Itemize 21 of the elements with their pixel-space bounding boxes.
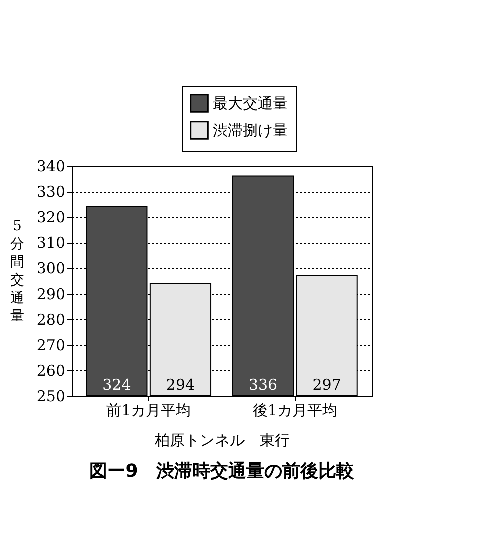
- y-tick-label: 320: [36, 208, 66, 227]
- y-tick-label: 250: [36, 388, 66, 406]
- text: 図ー9 渋滞時交通量の前後比較: [90, 461, 356, 482]
- y-tick-label: 290: [36, 285, 66, 304]
- legend-label: 渋滞捌け量: [213, 122, 288, 140]
- y-axis-title: 5分間交通量: [10, 218, 24, 324]
- x-tick-label: 前1カ月平均: [106, 402, 192, 420]
- y-tick-label: 280: [36, 310, 66, 329]
- y-tick-label: 330: [36, 183, 66, 202]
- legend-label: 最大交通量: [213, 94, 288, 112]
- y-tick-label: 340: [36, 158, 66, 176]
- data-label: 297: [312, 376, 342, 394]
- data-label: 336: [248, 376, 278, 394]
- data-label: 294: [166, 376, 196, 394]
- data-label: 324: [102, 376, 132, 394]
- y-tick-label: 310: [36, 234, 66, 252]
- x-tick-label: 後1カ月平均: [252, 402, 338, 420]
- y-tick-label: 270: [36, 336, 66, 354]
- y-tick-label: 260: [36, 362, 66, 380]
- y-tick-label: 300: [36, 260, 66, 278]
- x-axis-title: 柏原トンネル 東行: [154, 432, 290, 450]
